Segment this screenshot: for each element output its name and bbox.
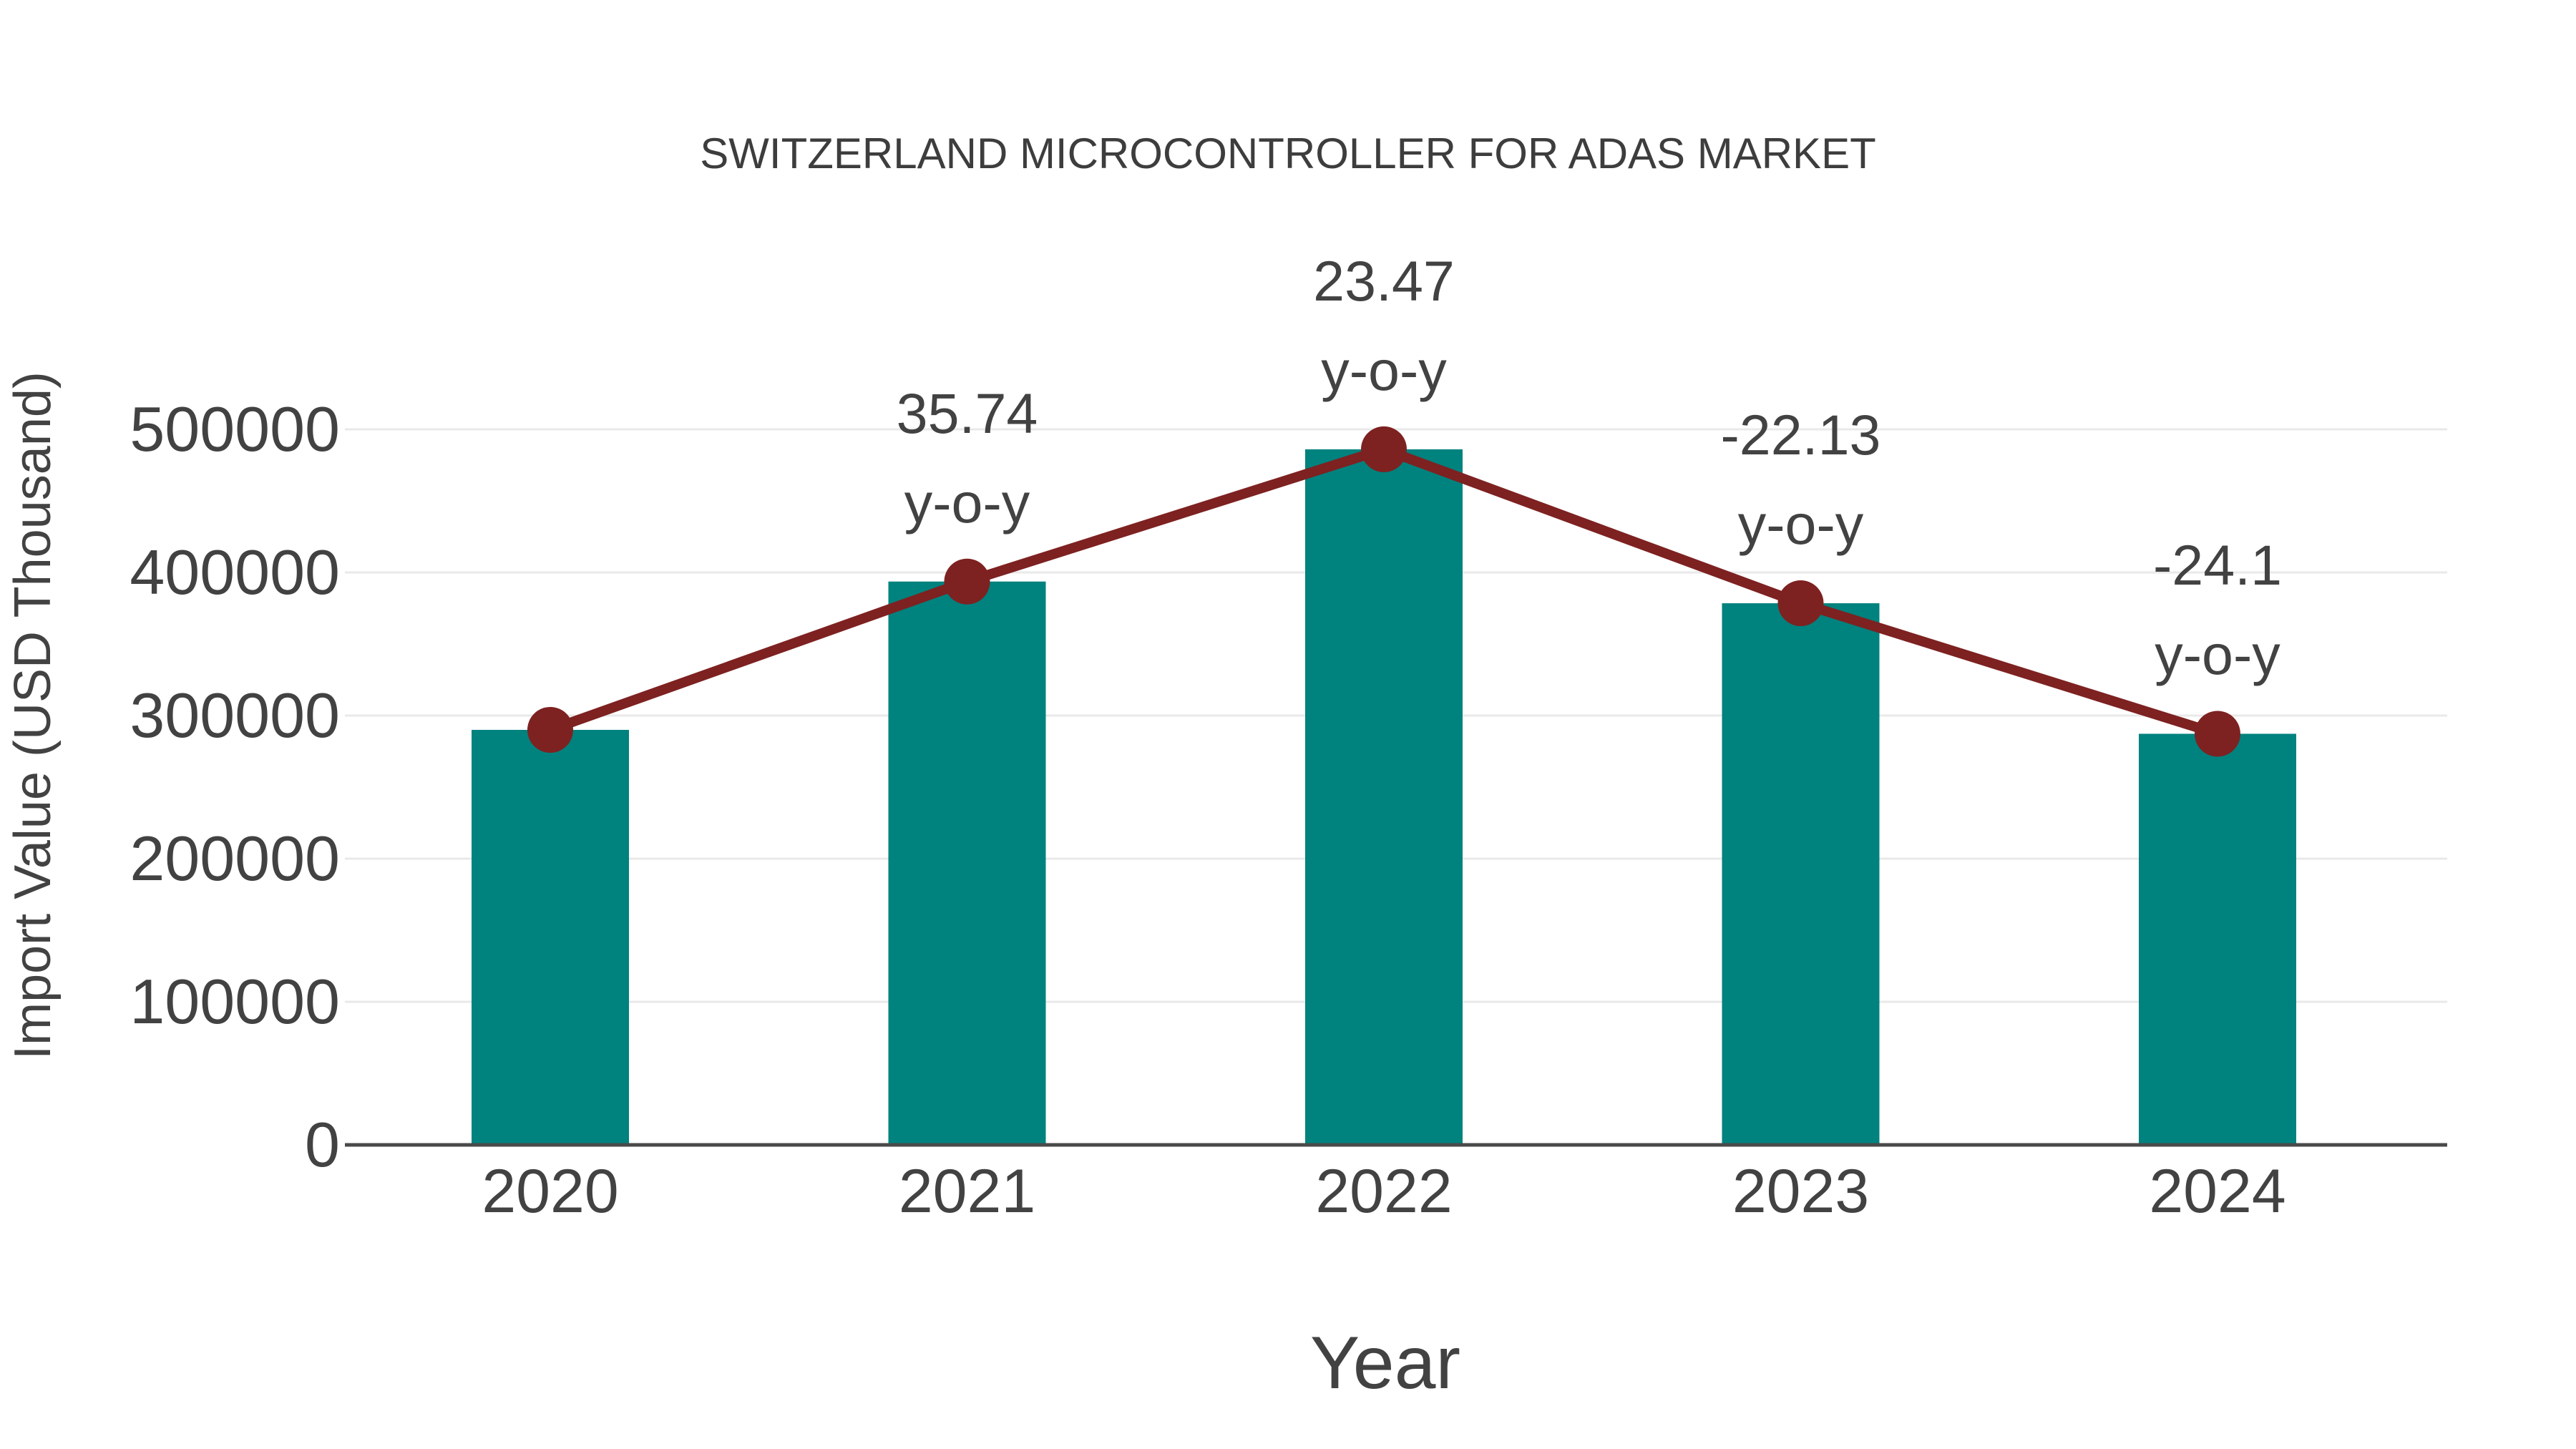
annotation-value-2021: 35.74 — [896, 381, 1038, 445]
bar-2021 — [888, 581, 1046, 1145]
yoy-marker-2020 — [527, 707, 573, 753]
y-tick-label-500000: 500000 — [130, 394, 340, 464]
bar-2020 — [472, 730, 629, 1145]
y-tick-label-100000: 100000 — [130, 966, 340, 1037]
x-tick-label-2020: 2020 — [482, 1157, 619, 1226]
annotation-suffix-2021: y-o-y — [904, 470, 1030, 535]
annotation-suffix-2022: y-o-y — [1321, 338, 1447, 402]
annotation-suffix-2024: y-o-y — [2155, 623, 2280, 687]
y-tick-label-400000: 400000 — [130, 537, 340, 608]
y-tick-label-0: 0 — [305, 1109, 340, 1180]
annotation-value-2022: 23.47 — [1313, 248, 1455, 313]
x-tick-label-2022: 2022 — [1315, 1157, 1453, 1226]
x-tick-label-2023: 2023 — [1732, 1157, 1870, 1226]
yoy-marker-2022 — [1361, 426, 1407, 472]
annotation-suffix-2023: y-o-y — [1737, 492, 1864, 557]
annotation-value-2024: -24.1 — [2152, 533, 2283, 597]
bar-2023 — [1722, 603, 1880, 1145]
yoy-marker-2024 — [2195, 711, 2240, 757]
annotation-value-2023: -22.13 — [1720, 403, 1881, 467]
y-tick-label-300000: 300000 — [130, 680, 340, 751]
chart-title: SWITZERLAND MICROCONTROLLER FOR ADAS MAR… — [700, 130, 1876, 177]
y-tick-label-200000: 200000 — [130, 823, 340, 894]
yoy-marker-2021 — [944, 558, 990, 605]
yoy-marker-2023 — [1777, 580, 1824, 627]
bar-2024 — [2139, 733, 2296, 1145]
x-axis-title: Year — [1309, 1322, 1461, 1405]
x-tick-label-2021: 2021 — [898, 1157, 1036, 1226]
x-tick-label-2024: 2024 — [2149, 1157, 2286, 1226]
bar-2022 — [1305, 449, 1463, 1145]
